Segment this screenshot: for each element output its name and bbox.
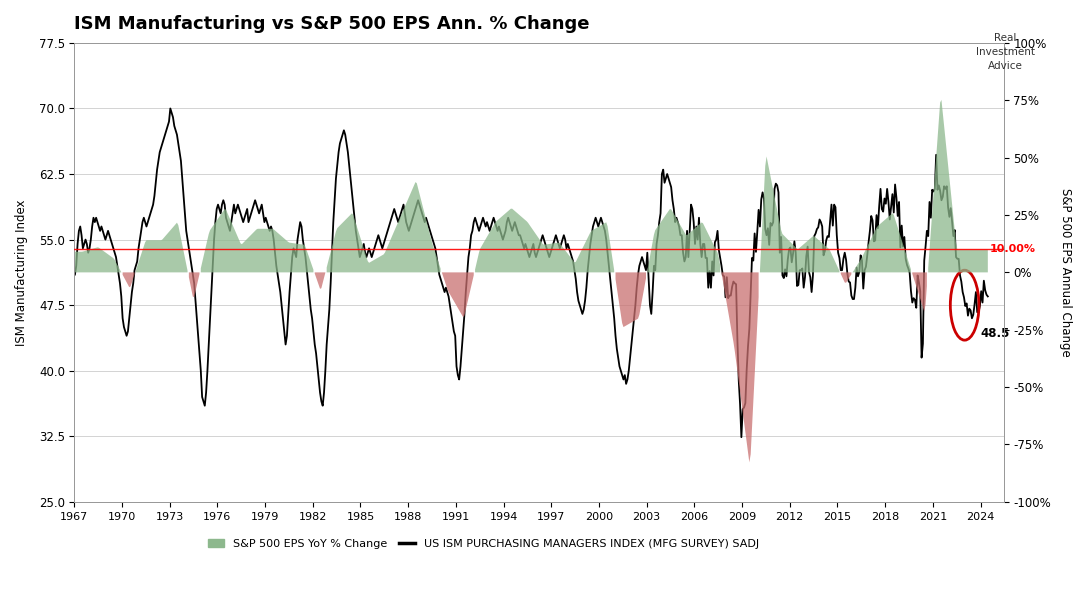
Text: 48.5: 48.5 [980,327,1010,340]
Text: Real
Investment
Advice: Real Investment Advice [976,33,1035,72]
Text: ISM Manufacturing vs S&P 500 EPS Ann. % Change: ISM Manufacturing vs S&P 500 EPS Ann. % … [74,15,590,33]
Text: 10.00%: 10.00% [990,244,1036,255]
Y-axis label: S&P 500 EPS Annual Change: S&P 500 EPS Annual Change [1059,188,1072,357]
Legend: S&P 500 EPS YoY % Change, US ISM PURCHASING MANAGERS INDEX (MFG SURVEY) SADJ: S&P 500 EPS YoY % Change, US ISM PURCHAS… [203,535,764,554]
Y-axis label: ISM Manufacturing Index: ISM Manufacturing Index [15,199,28,345]
